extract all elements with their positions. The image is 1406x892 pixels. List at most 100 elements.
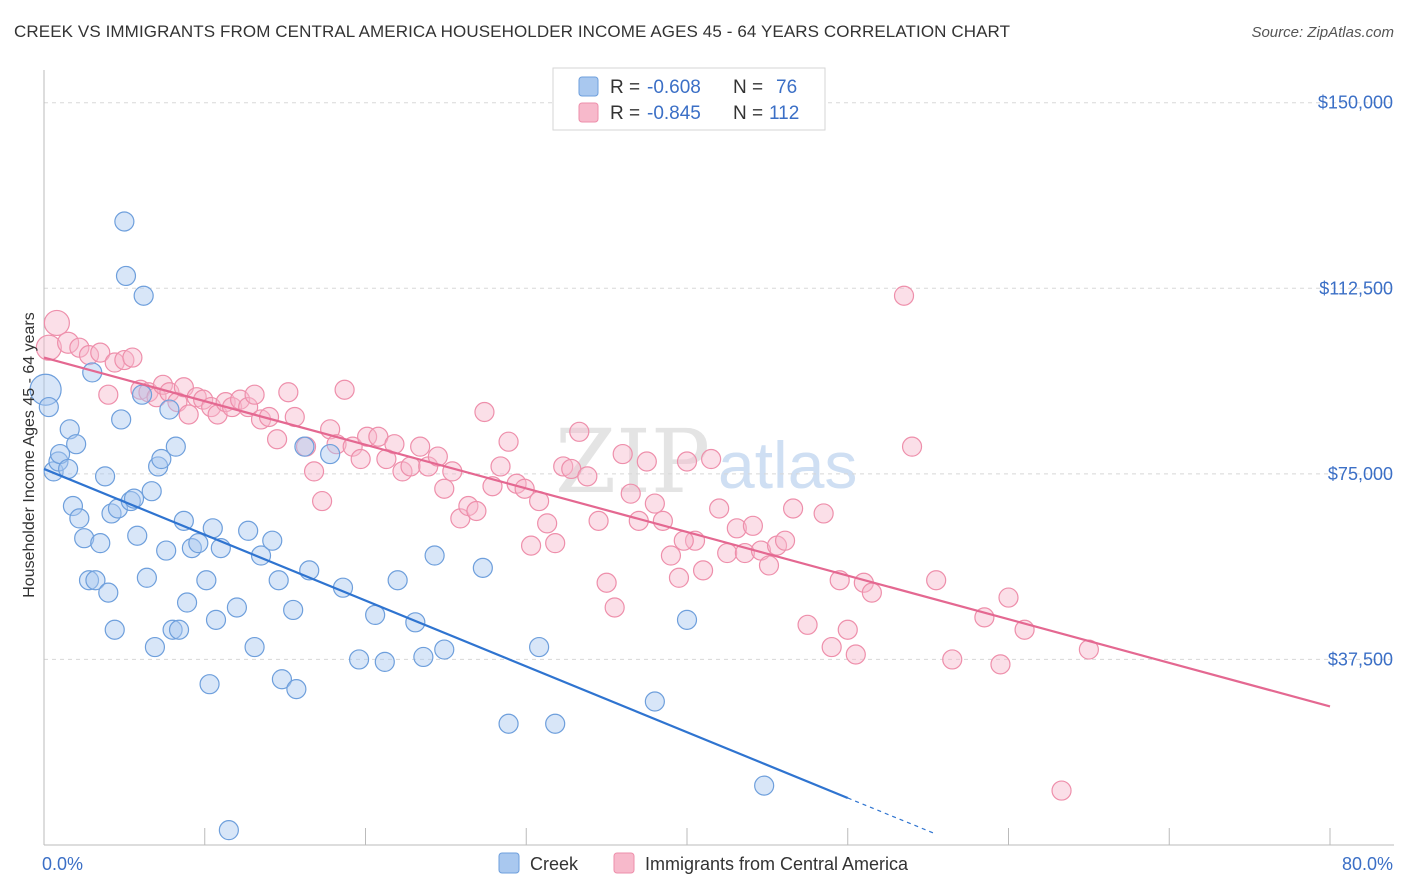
- watermark-atlas: atlas: [718, 428, 857, 502]
- data-point-immigrants: [35, 334, 62, 361]
- data-point-creek: [115, 265, 137, 287]
- data-point-immigrants: [893, 285, 915, 306]
- data-point-immigrants: [837, 619, 858, 640]
- data-point-immigrants: [98, 384, 119, 405]
- data-point-immigrants: [569, 421, 590, 442]
- data-point-immigrants: [676, 451, 698, 472]
- data-point-creek: [94, 466, 116, 487]
- data-point-creek: [238, 520, 259, 541]
- data-point-immigrants: [43, 309, 70, 337]
- data-point-immigrants: [114, 349, 135, 371]
- data-point-creek: [283, 599, 304, 621]
- data-point-creek: [244, 636, 265, 658]
- data-point-creek: [188, 533, 209, 554]
- data-point-creek: [644, 691, 665, 712]
- chart-title: CREEK VS IMMIGRANTS FROM CENTRAL AMERICA…: [14, 22, 1011, 41]
- data-point-creek: [62, 495, 84, 517]
- data-point-immigrants: [520, 535, 542, 556]
- data-point-creek: [320, 443, 341, 465]
- data-point-immigrants: [498, 431, 519, 452]
- data-point-creek: [162, 619, 183, 640]
- data-point-immigrants: [758, 555, 780, 576]
- data-point-creek: [262, 530, 283, 551]
- data-point-immigrants: [782, 498, 804, 519]
- legend-r-label: R =: [610, 77, 640, 98]
- data-point-creek: [294, 436, 315, 457]
- data-point-immigrants: [90, 342, 111, 363]
- data-point-immigrants: [774, 530, 796, 551]
- data-point-immigrants: [990, 654, 1011, 675]
- y-tick-label: $37,500: [1328, 649, 1393, 669]
- data-point-creek: [159, 399, 180, 420]
- data-point-creek: [111, 409, 132, 430]
- data-point-immigrants: [845, 644, 866, 665]
- data-point-immigrants: [311, 490, 333, 512]
- legend-r-label: R =: [610, 103, 640, 124]
- trend-line-creek: [43, 467, 849, 800]
- data-point-immigrants: [717, 542, 738, 564]
- data-point-immigrants: [537, 513, 558, 534]
- data-point-creek: [434, 639, 455, 660]
- data-point-creek: [176, 592, 198, 613]
- data-point-immigrants: [442, 461, 463, 482]
- legend-bottom-swatch-immigrants: [613, 852, 635, 874]
- data-point-immigrants: [797, 614, 818, 635]
- trend-line-immigrants: [43, 356, 1331, 708]
- data-point-creek: [141, 481, 162, 502]
- trend-lines: [43, 356, 1331, 835]
- data-point-creek: [29, 373, 62, 406]
- data-point-creek: [78, 570, 100, 591]
- data-point-immigrants: [942, 649, 963, 670]
- legend-n-label: N =: [733, 103, 763, 124]
- legend-bottom-immigrants: Immigrants from Central America: [645, 854, 909, 874]
- data-point-creek: [545, 713, 566, 734]
- y-tick-label: $150,000: [1318, 93, 1393, 113]
- data-point-immigrants: [178, 404, 199, 425]
- data-point-immigrants: [474, 401, 495, 423]
- data-point-creek: [405, 612, 426, 633]
- data-point-immigrants: [726, 518, 747, 539]
- data-point-creek: [268, 570, 289, 591]
- data-point-immigrants: [998, 587, 1019, 608]
- data-point-immigrants: [821, 636, 842, 658]
- data-point-creek: [472, 557, 493, 578]
- data-point-creek: [136, 567, 157, 588]
- data-point-creek: [529, 636, 550, 658]
- data-point-creek: [413, 646, 434, 668]
- x-tick-label: 80.0%: [1342, 854, 1393, 874]
- data-point-immigrants: [644, 493, 665, 514]
- data-point-immigrants: [278, 382, 299, 403]
- data-point-creek: [85, 570, 106, 591]
- data-point-creek: [165, 436, 186, 457]
- data-point-creek: [74, 528, 95, 549]
- data-point-creek: [156, 540, 177, 561]
- data-point-immigrants: [974, 607, 995, 628]
- x-tick-labels: 0.0% 80.0%: [42, 854, 1393, 874]
- legend-n-value: 76: [776, 77, 797, 98]
- data-point-immigrants: [466, 500, 487, 522]
- data-point-immigrants: [410, 436, 431, 457]
- data-point-creek: [151, 448, 172, 470]
- data-point-creek: [271, 669, 293, 690]
- data-point-immigrants: [668, 567, 690, 588]
- data-point-immigrants: [244, 384, 265, 405]
- data-point-immigrants: [57, 331, 80, 354]
- data-point-immigrants: [813, 503, 834, 524]
- x-tick-label: 0.0%: [42, 854, 83, 874]
- data-point-creek: [226, 597, 247, 618]
- data-point-creek: [676, 609, 698, 630]
- legend-r-value: -0.845: [647, 103, 701, 124]
- data-point-immigrants: [427, 446, 448, 467]
- data-point-immigrants: [692, 560, 714, 581]
- data-point-immigrants: [577, 466, 598, 487]
- y-axis-label: Householder Income Ages 45 - 64 years: [21, 312, 38, 598]
- legend-top: R = -0.608 N = 76 R = -0.845 N = 112: [552, 67, 826, 131]
- data-point-creek: [199, 674, 220, 695]
- data-point-creek: [114, 211, 135, 232]
- data-point-creek: [205, 609, 227, 630]
- legend-r-value: -0.608: [647, 77, 701, 98]
- data-point-immigrants: [612, 443, 633, 465]
- data-point-creek: [173, 510, 194, 531]
- legend-swatch-immigrants: [578, 102, 599, 123]
